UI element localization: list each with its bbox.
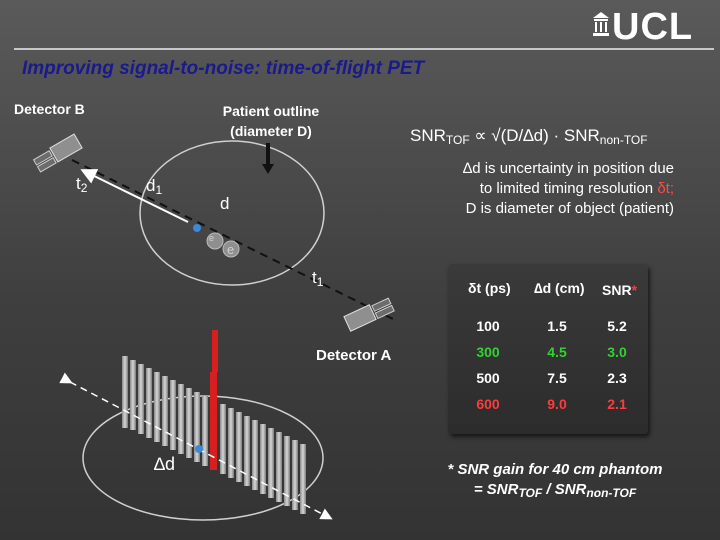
explanation-line1: ∆d is uncertainty in position due (463, 160, 674, 177)
ucl-logo: UCL (592, 6, 710, 48)
explanation-line3: D is diameter of object (patient) (465, 200, 674, 217)
d1-label: d1 (146, 176, 163, 197)
cell-dd: 1.5 (547, 318, 567, 334)
footnote-line2: = SNRTOF / SNRnon-TOF (473, 481, 637, 500)
cell-dd: 9.0 (547, 396, 567, 412)
t1-label: t1 (312, 268, 324, 289)
portico-icon (593, 12, 609, 36)
detector-a-icon (343, 297, 395, 332)
patient-outline-line1: Patient outline (222, 103, 320, 119)
explanation: ∆d is uncertainty in position due to lim… (392, 159, 674, 219)
detector-b-label: Detector B (14, 101, 85, 117)
detector-a-label: Detector A (316, 347, 392, 364)
cell-snr: 3.0 (607, 344, 627, 360)
annihilation-point-lower (195, 445, 203, 453)
d-label: d (220, 194, 230, 213)
positron-sphere (206, 232, 224, 250)
t2-label: t2 (76, 174, 88, 195)
patient-ellipse-upper (139, 140, 325, 286)
slide-title: Improving signal-to-noise: time-of-fligh… (22, 58, 425, 79)
cell-snr: 2.1 (607, 396, 627, 412)
d1-arrow (80, 169, 189, 223)
tof-peak-bar-top (212, 330, 218, 372)
outline-pointer-head (262, 164, 274, 174)
delta-d-label: ∆d (154, 454, 176, 474)
header-rule (14, 48, 714, 50)
electron-label: e (227, 242, 235, 257)
footnote-line1: * SNR gain for 40 cm phantom (447, 461, 663, 478)
annihilation-point-upper (193, 224, 201, 232)
cell-dd: 7.5 (547, 370, 567, 386)
cell-dd: 4.5 (547, 344, 567, 360)
cell-dt: 100 (476, 318, 500, 334)
patient-outline-line2: (diameter D) (230, 123, 312, 139)
explanation-line2: to limited timing resolution δt; (479, 180, 674, 197)
line-of-response-upper (71, 159, 396, 321)
tof-bars (122, 330, 306, 514)
cell-snr: 2.3 (607, 370, 627, 386)
snr-table: δt (ps) ∆d (cm) SNR* 100 1.5 5.2 300 4.5… (448, 264, 648, 434)
cell-dt: 600 (476, 396, 500, 412)
header-dd: ∆d (cm) (534, 280, 585, 296)
patient-outline-label: Patient outline (diameter D) (196, 101, 346, 141)
header-snr: SNR* (602, 282, 638, 298)
footnote: * SNR gain for 40 cm phantom = SNRTOF / … (400, 460, 710, 503)
cell-dt: 300 (476, 344, 500, 360)
detector-b-icon (32, 133, 83, 173)
snr-formula: SNRTOF ∝ √(D/∆d) · SNRnon-TOF (410, 126, 648, 147)
logo-text: UCL (612, 6, 694, 48)
positron-label: e (209, 233, 215, 243)
cell-dt: 500 (476, 370, 500, 386)
electron-sphere (222, 240, 240, 258)
cell-snr: 5.2 (607, 318, 627, 334)
header-dt: δt (ps) (468, 280, 511, 296)
